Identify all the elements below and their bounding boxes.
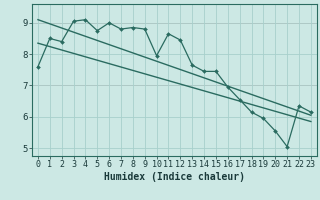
X-axis label: Humidex (Indice chaleur): Humidex (Indice chaleur): [104, 172, 245, 182]
